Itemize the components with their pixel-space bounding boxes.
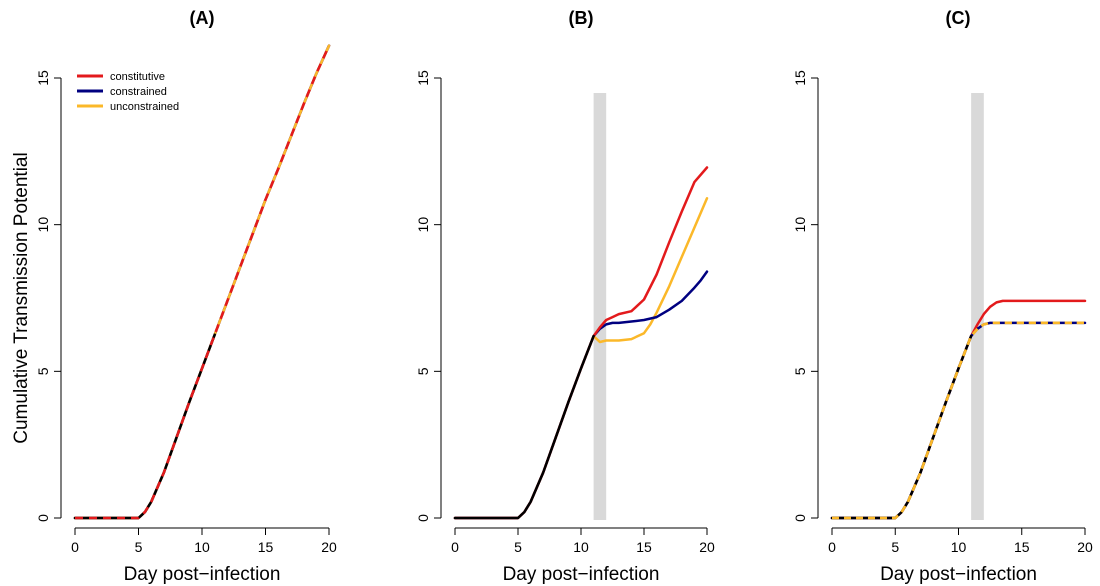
x-axis: 0 5 10 15 20 Day post−infection [71, 527, 337, 585]
y-tick-label: 15 [792, 70, 808, 86]
series-line-baseline [830, 334, 973, 520]
shaded-interval [593, 93, 607, 520]
series-line-baseline [453, 334, 595, 520]
y-tick-label: 15 [35, 70, 51, 86]
x-tick-label: 20 [1077, 539, 1093, 555]
panel-title: (B) [569, 8, 594, 28]
y-axis-label: Cumulative Transmission Potential [11, 152, 32, 443]
x-tick-label: 0 [451, 539, 459, 555]
series-line-constrained [830, 321, 1087, 520]
x-axis-label: Day post−infection [880, 564, 1037, 585]
y-tick-label: 5 [35, 367, 51, 375]
y-axis: 0 5 10 15 [35, 70, 62, 522]
series-line-unconstrained-dashed [832, 321, 1085, 520]
panel-2: (C) 0 5 10 15 20 Day post−infection 0 5 10 15 [792, 8, 1093, 585]
y-tick-label: 10 [35, 217, 51, 233]
y-tick-label: 0 [35, 514, 51, 522]
panel-title: (A) [190, 8, 215, 28]
y-tick-label: 5 [792, 367, 808, 375]
x-tick-label: 10 [194, 539, 210, 555]
x-tick-label: 5 [891, 539, 899, 555]
legend-label-unconstrained: unconstrained [110, 101, 179, 113]
shaded-interval [971, 93, 984, 520]
x-tick-label: 20 [699, 539, 715, 555]
y-axis: 0 5 10 15 [415, 70, 442, 522]
x-tick-label: 15 [258, 539, 274, 555]
y-tick-label: 5 [415, 367, 431, 375]
x-axis-label: Day post−infection [503, 564, 660, 585]
panel-title: (C) [946, 8, 971, 28]
series-line-constrained [73, 44, 331, 520]
y-tick-label: 10 [792, 217, 808, 233]
y-tick-label: 15 [415, 70, 431, 86]
x-tick-label: 20 [321, 539, 337, 555]
legend: constitutive constrained unconstrained [77, 71, 179, 113]
y-tick-label: 10 [415, 217, 431, 233]
series-line-constitutive [453, 166, 709, 520]
x-tick-label: 15 [1014, 539, 1030, 555]
series-line-constrained [453, 270, 709, 520]
x-tick-label: 5 [514, 539, 522, 555]
x-tick-label: 10 [573, 539, 589, 555]
x-tick-label: 0 [828, 539, 836, 555]
legend-label-constrained: constrained [110, 86, 167, 98]
series-line-baseline [73, 333, 216, 520]
series-line-constitutive [830, 299, 1087, 520]
series-line-unconstrained [73, 44, 331, 520]
x-tick-label: 0 [71, 539, 79, 555]
y-tick-label: 0 [792, 514, 808, 522]
series-line-constitutive [73, 44, 331, 520]
x-axis: 0 5 10 15 20 Day post−infection [451, 527, 715, 585]
y-tick-label: 0 [415, 514, 431, 522]
panel-1: (B) 0 5 10 15 20 Day post−infection 0 5 10 15 [415, 8, 715, 585]
series-line-unconstrained [453, 197, 709, 520]
x-tick-label: 15 [636, 539, 652, 555]
series-line-unconstrained [832, 321, 1085, 520]
x-tick-label: 5 [135, 539, 143, 555]
y-axis: 0 5 10 15 [792, 70, 819, 522]
series-line-constitutive-dashed [75, 45, 331, 520]
x-axis: 0 5 10 15 20 Day post−infection [828, 527, 1093, 585]
x-axis-label: Day post−infection [124, 564, 281, 585]
legend-label-constitutive: constitutive [110, 71, 165, 83]
panel-0: (A) 0 5 10 15 20 Day post−infection 0 5 10 15 [35, 8, 337, 585]
x-tick-label: 10 [951, 539, 967, 555]
